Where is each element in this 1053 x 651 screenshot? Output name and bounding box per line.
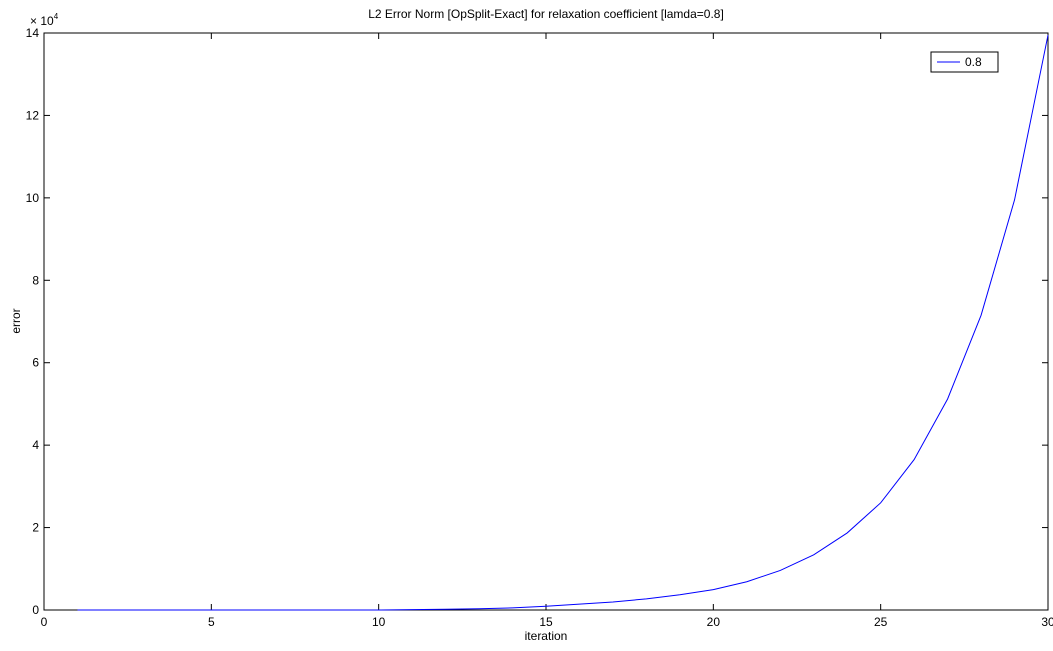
x-tick-label: 20 [707, 615, 721, 629]
x-tick-label: 30 [1041, 615, 1053, 629]
y-multiplier-exponent: 4 [54, 12, 59, 21]
legend-box [930, 51, 999, 73]
x-axis-label: iteration [525, 629, 568, 643]
x-tick-label: 10 [372, 615, 386, 629]
y-tick-label: 0 [32, 603, 39, 617]
x-tick-label: 15 [539, 615, 553, 629]
y-axis-label: error [9, 308, 23, 333]
series-line-0.8 [77, 34, 1049, 611]
x-tick-label: 5 [208, 615, 215, 629]
y-tick-label: 12 [26, 108, 40, 122]
y-tick-label: 4 [32, 438, 39, 452]
series-layer [77, 34, 1049, 611]
x-tick-label: 0 [41, 615, 48, 629]
y-multiplier-label: × 104 [30, 12, 59, 28]
chart-title: L2 Error Norm [OpSplit-Exact] for relaxa… [368, 7, 724, 21]
y-tick-label: 14 [26, 26, 40, 40]
y-tick-label: 2 [32, 521, 39, 535]
plot-frame [43, 32, 1049, 611]
y-tick-label: 6 [32, 356, 39, 370]
legend: 0.8 [930, 51, 999, 73]
y-tick-label: 10 [26, 191, 40, 205]
x-tick-label: 25 [874, 615, 888, 629]
y-multiplier-base: × 10 [30, 14, 54, 28]
legend-label-0.8: 0.8 [965, 55, 982, 69]
ticks-layer: 0 5 10 15 20 25 30 0 2 4 6 8 10 12 14 [26, 26, 1053, 629]
y-tick-label: 8 [32, 273, 39, 287]
